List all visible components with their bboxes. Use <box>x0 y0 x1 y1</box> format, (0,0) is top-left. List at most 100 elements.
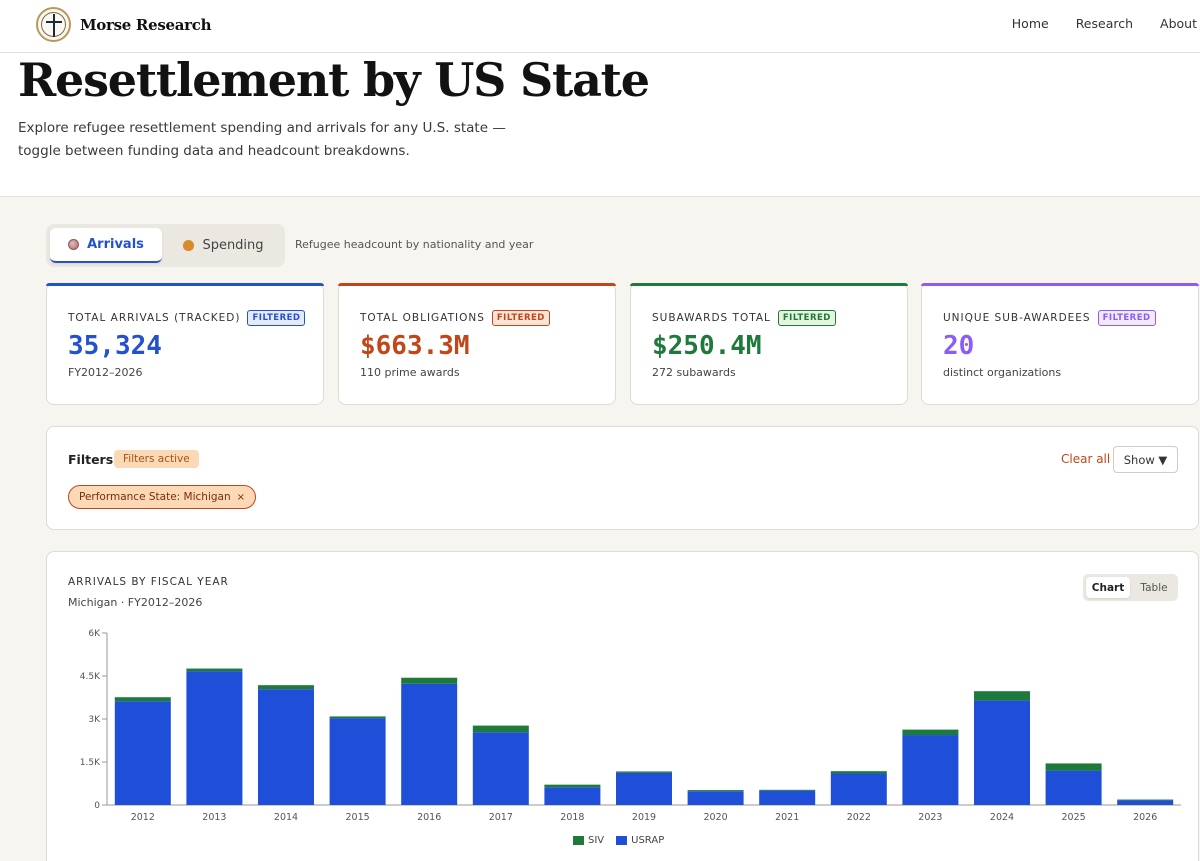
stat-card-label: TOTAL OBLIGATIONS FILTERED <box>360 310 550 326</box>
x-tick-label: 2023 <box>918 812 942 823</box>
x-tick-label: 2022 <box>847 812 871 823</box>
stat-card-label: UNIQUE SUB-AWARDEES FILTERED <box>943 310 1156 326</box>
stat-card-total-obligations: TOTAL OBLIGATIONS FILTERED $663.3M 110 p… <box>338 283 616 405</box>
bar-siv-2016 <box>401 677 458 684</box>
x-tick-label: 2019 <box>632 812 656 823</box>
stat-card-subtext: 110 prime awards <box>360 366 460 379</box>
bar-siv-2023 <box>902 729 959 736</box>
tab-spending[interactable]: Spending <box>166 228 281 263</box>
stat-card-subtext: distinct organizations <box>943 366 1062 379</box>
brand[interactable]: Morse Research <box>36 7 211 42</box>
bar-siv-2014 <box>258 685 314 690</box>
bar-usrap-2022 <box>830 773 887 805</box>
chart-title: ARRIVALS BY FISCAL YEAR <box>68 576 229 588</box>
bar-usrap-2019 <box>616 772 672 805</box>
x-tick-label: 2021 <box>775 812 799 823</box>
hero-section: Resettlement by US State Explore refugee… <box>0 53 1200 197</box>
bar-siv-2018 <box>544 784 601 788</box>
clear-all-button[interactable]: Clear all <box>1061 452 1111 466</box>
stat-card-value: $250.4M <box>652 331 762 361</box>
y-tick-label: 6K <box>88 629 101 639</box>
bar-usrap-2024 <box>974 700 1030 805</box>
y-tick-label: 4.5K <box>80 672 101 682</box>
filtered-badge: FILTERED <box>1097 310 1156 326</box>
y-tick-label: 1.5K <box>80 758 101 768</box>
y-tick-label: 0 <box>94 801 100 811</box>
bar-usrap-2014 <box>258 689 314 805</box>
brand-logo-icon <box>36 7 71 42</box>
x-tick-label: 2013 <box>202 812 226 823</box>
bar-usrap-2025 <box>1045 770 1102 805</box>
bar-usrap-2018 <box>544 787 601 805</box>
bar-usrap-2020 <box>687 791 744 805</box>
stat-card-label: TOTAL ARRIVALS (TRACKED) FILTERED <box>68 310 306 326</box>
bar-usrap-2026 <box>1117 800 1174 805</box>
bar-siv-2026 <box>1117 799 1174 801</box>
x-tick-label: 2012 <box>131 812 155 823</box>
filtered-badge: FILTERED <box>777 310 836 326</box>
x-tick-label: 2020 <box>704 812 728 823</box>
arrivals-bar-chart: 0 1.5K 3K 4.5K 6K 2012 2013 2014 2015 2016 2017 201… <box>80 629 1181 823</box>
chart-legend: SIV USRAP <box>573 835 664 846</box>
bar-usrap-2013 <box>186 671 243 805</box>
tab-arrivals-label: Arrivals <box>87 237 144 252</box>
view-tabs: Arrivals Spending <box>46 224 285 267</box>
bar-siv-2017 <box>472 725 529 733</box>
bar-siv-2024 <box>974 691 1030 701</box>
stat-card-value: $663.3M <box>360 331 470 361</box>
tab-arrivals[interactable]: Arrivals <box>50 228 162 263</box>
y-tick-label: 3K <box>88 715 101 725</box>
bar-siv-2013 <box>186 668 243 672</box>
x-tick-label: 2024 <box>990 812 1014 823</box>
filters-title: Filters <box>68 452 114 467</box>
x-tick-label: 2015 <box>346 812 370 823</box>
filtered-badge: FILTERED <box>491 310 550 326</box>
bar-usrap-2012 <box>114 701 171 805</box>
legend-item-usrap[interactable]: USRAP <box>616 835 664 846</box>
nav-about[interactable]: About <box>1160 16 1197 31</box>
bar-usrap-2017 <box>472 732 529 805</box>
page-title: Resettlement by US State <box>18 53 650 107</box>
x-tick-label: 2025 <box>1062 812 1086 823</box>
bar-usrap-2015 <box>329 718 386 805</box>
close-icon[interactable]: × <box>236 491 246 503</box>
x-tick-label: 2014 <box>274 812 298 823</box>
bar-siv-2022 <box>830 771 887 774</box>
nav-research[interactable]: Research <box>1075 16 1134 31</box>
filters-active-badge: Filters active <box>114 450 199 468</box>
legend-item-siv[interactable]: SIV <box>573 835 604 846</box>
stat-card-subtext: FY2012–2026 <box>68 366 143 379</box>
tab-spending-label: Spending <box>202 238 264 253</box>
chart-table-toggle: Chart Table <box>1083 574 1178 601</box>
bar-usrap-2023 <box>902 735 959 805</box>
x-tick-label: 2026 <box>1133 812 1157 823</box>
bar-siv-2012 <box>114 697 171 702</box>
stat-card-subtext: 272 subawards <box>652 366 736 379</box>
page-description: Explore refugee resettlement spending an… <box>18 120 506 159</box>
chart-view-button[interactable]: Chart <box>1086 577 1130 598</box>
bar-siv-2021 <box>759 789 816 791</box>
chart-subtitle: Michigan · FY2012–2026 <box>68 596 203 609</box>
money-bag-icon <box>183 240 195 251</box>
x-tick-label: 2018 <box>560 812 584 823</box>
main-nav: Home Research About <box>1012 16 1200 31</box>
filters-panel: Filters Filters active Clear all Show ▼ … <box>46 426 1199 530</box>
bar-siv-2019 <box>616 771 672 773</box>
bar-usrap-2016 <box>401 683 458 805</box>
stat-card-unique-sub-awardees: UNIQUE SUB-AWARDEES FILTERED 20 distinct… <box>921 283 1199 405</box>
bar-siv-2015 <box>329 716 386 719</box>
x-tick-label: 2017 <box>489 812 513 823</box>
brand-name: Morse Research <box>80 15 212 34</box>
globe-icon <box>68 239 80 250</box>
stat-card-label: SUBAWARDS TOTAL FILTERED <box>652 310 836 326</box>
top-navigation-bar: Morse Research Home Research About <box>0 0 1200 53</box>
x-tick-label: 2016 <box>417 812 441 823</box>
show-filters-button[interactable]: Show ▼ <box>1113 446 1178 473</box>
arrivals-chart-card: ARRIVALS BY FISCAL YEAR Michigan · FY201… <box>46 551 1199 861</box>
nav-home[interactable]: Home <box>1011 16 1049 31</box>
bar-siv-2025 <box>1045 763 1102 771</box>
stat-card-value: 20 <box>943 331 975 361</box>
filter-chip-performance-state[interactable]: Performance State: Michigan × <box>68 485 257 509</box>
table-view-button[interactable]: Table <box>1140 581 1168 594</box>
bar-usrap-2021 <box>759 790 816 805</box>
